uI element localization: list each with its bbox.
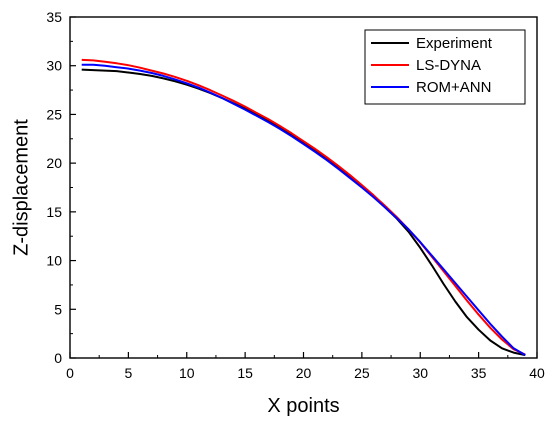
y-tick-label: 20	[46, 155, 62, 171]
legend: Experiment LS-DYNA ROM+ANN	[364, 29, 526, 105]
x-tick-label: 10	[179, 365, 195, 381]
x-tick-label: 0	[66, 365, 74, 381]
x-tick-label: 15	[237, 365, 253, 381]
y-axis-title: Z-displacement	[10, 119, 32, 256]
y-tick-label: 10	[46, 253, 62, 269]
series-line-experiment	[81, 68, 526, 357]
x-axis-title: X points	[267, 395, 339, 417]
y-tick-label: 30	[46, 58, 62, 74]
series-layer	[81, 58, 526, 357]
x-axis: 0 5 10 15 20 25 30 35 40	[66, 352, 545, 381]
series-line-ls-dyna	[81, 58, 526, 356]
x-tick-label: 25	[354, 365, 370, 381]
x-tick-label: 5	[124, 365, 132, 381]
legend-label: LS-DYNA	[416, 57, 481, 74]
series-line-rom-ann	[81, 63, 526, 356]
x-tick-label: 35	[471, 365, 487, 381]
legend-label: Experiment	[416, 35, 493, 52]
y-axis: 0 5 10 15 20 25 30 35	[46, 9, 76, 366]
y-tick-label: 15	[46, 204, 62, 220]
y-tick-label: 5	[54, 301, 62, 317]
legend-label: ROM+ANN	[416, 79, 491, 96]
y-tick-label: 0	[54, 350, 62, 366]
x-tick-label: 20	[296, 365, 312, 381]
y-tick-label: 35	[46, 9, 62, 25]
x-tick-label: 40	[529, 365, 545, 381]
x-tick-label: 30	[412, 365, 428, 381]
y-tick-label: 25	[46, 106, 62, 122]
